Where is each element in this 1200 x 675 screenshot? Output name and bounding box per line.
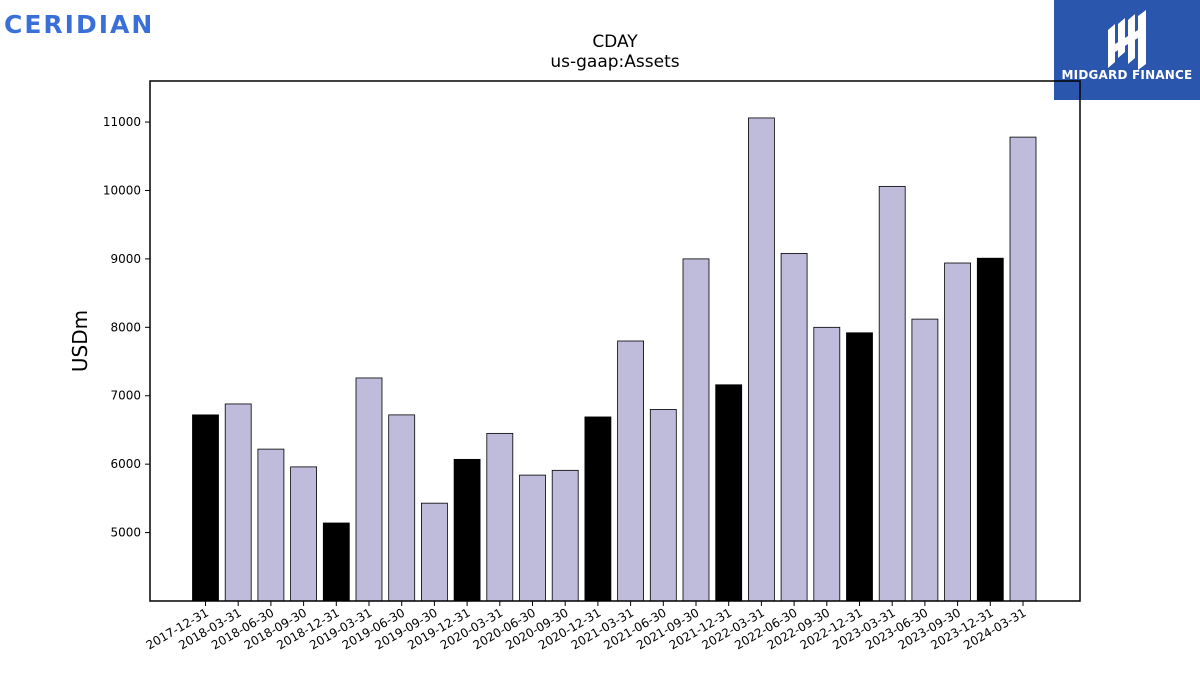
bar-2019-09-30 [420,502,448,602]
y-tick-label: 6000 [110,457,141,471]
y-axis: 5000 6000 7000 8000 9000 10000 11000 [103,115,150,540]
bar-2020-03-31 [486,432,514,602]
logo-text: MIDGARD FINANCE [1061,68,1193,82]
bar-2022-06-30 [780,253,808,602]
bars-layer [192,117,1037,602]
chart-title: CDAY [592,32,638,52]
bar-2021-06-30 [649,409,677,602]
bar-2017-12-31 [192,414,219,602]
bar-2018-12-31 [322,522,350,602]
bar-2022-12-31 [846,332,873,602]
y-tick-label: 11000 [103,115,141,129]
bar-2019-03-31 [355,377,383,602]
bar-2018-03-31 [224,403,252,602]
bar-2023-12-31 [976,257,1004,602]
bar-2020-12-31 [584,416,612,602]
midgard-logo-icon [1108,10,1146,70]
y-axis-title: USDm [68,310,92,372]
bar-2020-06-30 [519,474,546,602]
bar-2018-09-30 [290,466,318,602]
bar-2021-12-31 [715,384,743,602]
bar-2019-06-30 [388,414,416,602]
y-tick-label: 8000 [110,320,141,334]
bar-2019-12-31 [453,458,481,602]
bar-2022-03-31 [748,117,775,602]
chart-subtitle: us-gaap:Assets [550,52,680,72]
bar-2018-06-30 [257,448,285,602]
bar-2023-06-30 [911,318,939,602]
bar-2024-03-31 [1009,136,1037,602]
bar-2021-09-30 [682,258,710,602]
y-tick-label: 5000 [110,526,141,540]
bar-2022-09-30 [813,326,841,602]
y-tick-label: 7000 [110,389,141,403]
x-axis: 2017-12-312018-03-312018-06-302018-09-30… [144,601,1029,652]
bar-2021-03-31 [617,340,644,602]
bar-2023-09-30 [944,262,971,602]
midgard-logo-badge: MIDGARD FINANCE [1054,0,1200,100]
brand-wordmark: CERIDIAN [4,10,155,39]
bar-2020-09-30 [551,469,579,602]
plot-frame [149,80,1081,602]
y-tick-label: 9000 [110,252,141,266]
y-tick-label: 10000 [103,183,141,197]
bar-2023-03-31 [878,185,906,602]
chart-title-block: CDAY us-gaap:Assets [0,32,1200,72]
